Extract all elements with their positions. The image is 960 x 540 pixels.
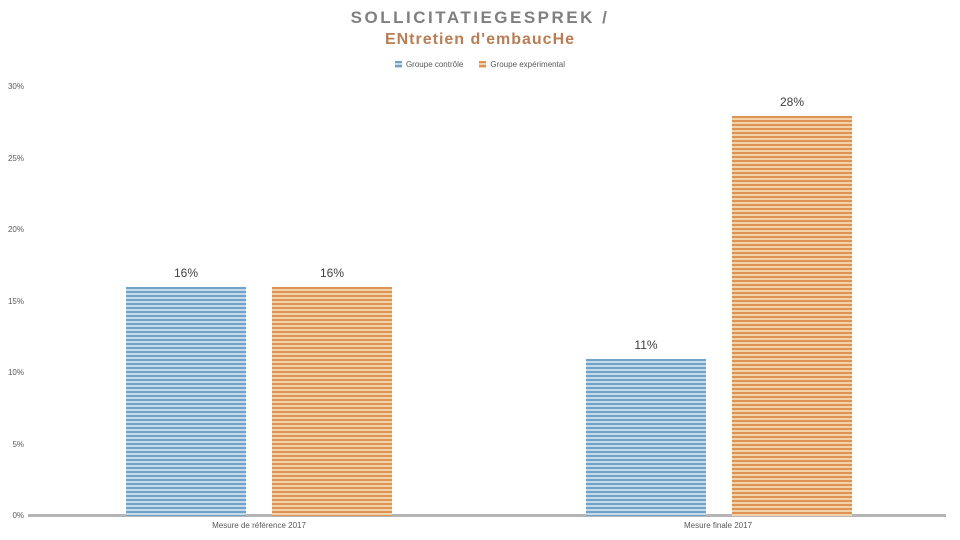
legend-item-groupe-experimental: Groupe expérimental — [479, 60, 565, 69]
y-axis-tick-label: 30% — [7, 82, 24, 91]
bar-value-label: 16% — [319, 266, 345, 280]
x-axis-category-label: Mesure finale 2017 — [683, 521, 753, 530]
bar-value-label: 11% — [634, 338, 658, 352]
legend: Groupe contrôle Groupe expérimental — [0, 60, 960, 69]
y-axis-tick-label: 5% — [12, 439, 24, 449]
bar — [126, 287, 246, 516]
chart-title-line2: ENtretien d'embaucHe — [384, 31, 576, 49]
y-axis-tick-label: 25% — [7, 153, 24, 163]
bar-value-label: 28% — [779, 95, 805, 109]
bar — [272, 287, 392, 516]
bar-value-label: 16% — [173, 266, 199, 280]
legend-label: Groupe expérimental — [490, 60, 566, 69]
x-axis-line — [28, 514, 946, 517]
bar — [732, 116, 852, 516]
y-axis-tick-label: 20% — [7, 225, 24, 234]
chart-title-line1: SOLLICITATIEGESPREK / — [350, 8, 610, 27]
legend-swatch-icon — [479, 61, 487, 68]
legend-label: Groupe contrôle — [405, 60, 464, 69]
bar — [586, 359, 706, 516]
chart-title: SOLLICITATIEGESPREK / ENtretien d'embauc… — [0, 7, 960, 50]
y-axis-tick-label: 0% — [12, 511, 24, 520]
x-axis-category-label: Mesure de référence 2017 — [212, 521, 306, 530]
legend-item-groupe-controle: Groupe contrôle — [394, 60, 464, 69]
legend-swatch-icon — [394, 61, 402, 68]
y-axis-tick-label: 10% — [7, 368, 24, 377]
y-axis-tick-label: 15% — [7, 296, 24, 306]
